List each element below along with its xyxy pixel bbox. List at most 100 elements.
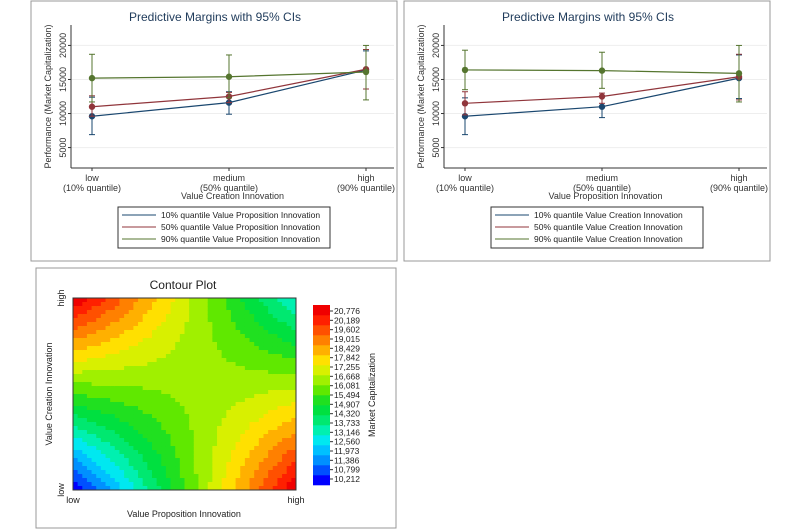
contour-cell xyxy=(254,370,260,375)
contour-cell xyxy=(151,430,158,435)
contour-cell xyxy=(91,354,97,359)
contour-cell xyxy=(184,414,190,419)
contour-cell xyxy=(226,442,232,447)
contour-cell xyxy=(73,334,79,339)
contour-cell xyxy=(193,442,199,447)
contour-cell xyxy=(226,314,232,319)
contour-cell xyxy=(142,386,148,391)
contour-cell xyxy=(286,418,292,423)
contour-cell xyxy=(110,382,116,387)
contour-cell xyxy=(212,450,218,455)
contour-cell xyxy=(73,470,79,475)
contour-cell xyxy=(133,418,139,423)
contour-cell xyxy=(147,366,153,371)
contour-cell xyxy=(282,354,288,359)
contour-cell xyxy=(138,430,144,435)
contour-cell xyxy=(147,438,153,443)
contour-cell xyxy=(133,422,139,427)
contour-cell xyxy=(291,318,297,323)
contour-cell xyxy=(258,418,264,423)
contour-cell xyxy=(272,422,278,427)
contour-cell xyxy=(91,454,97,459)
contour-cell xyxy=(282,318,288,323)
contour-cell xyxy=(114,470,120,475)
contour-cell xyxy=(119,302,125,307)
contour-cell xyxy=(86,350,93,355)
contour-cell xyxy=(221,386,227,391)
contour-cell xyxy=(254,334,260,339)
x-tick-label: medium xyxy=(213,173,245,183)
contour-cell xyxy=(161,354,167,359)
contour-cell xyxy=(105,338,111,343)
contour-cell xyxy=(147,402,153,407)
contour-cell xyxy=(189,402,195,407)
contour-cell xyxy=(258,306,264,311)
contour-cell xyxy=(249,478,255,483)
contour-cell xyxy=(110,446,116,451)
contour-cell xyxy=(263,382,269,387)
contour-cell xyxy=(91,306,97,311)
contour-cell xyxy=(230,338,237,343)
contour-cell xyxy=(151,438,158,443)
contour-cell xyxy=(147,310,153,315)
contour-cell xyxy=(100,370,107,375)
contour-cell xyxy=(161,434,167,439)
colorbar-segment xyxy=(313,305,330,316)
contour-cell xyxy=(86,306,93,311)
contour-cell xyxy=(96,406,102,411)
contour-cell xyxy=(77,298,83,303)
contour-cell xyxy=(244,482,251,487)
contour-cell xyxy=(133,430,139,435)
contour-cell xyxy=(147,338,153,343)
contour-cell xyxy=(96,322,102,327)
contour-cell xyxy=(156,402,162,407)
contour-cell xyxy=(142,450,148,455)
contour-cell xyxy=(86,446,93,451)
contour-cell xyxy=(212,370,218,375)
contour-cell xyxy=(170,466,176,471)
contour-cell xyxy=(254,322,260,327)
contour-cell xyxy=(156,438,162,443)
contour-cell xyxy=(291,414,297,419)
contour-cell xyxy=(86,318,93,323)
contour-cell xyxy=(189,362,195,367)
contour-cell xyxy=(258,442,264,447)
contour-cell xyxy=(124,330,130,335)
contour-cell xyxy=(193,458,199,463)
contour-cell xyxy=(286,354,292,359)
contour-cell xyxy=(156,366,162,371)
contour-cell xyxy=(110,418,116,423)
contour-cell xyxy=(268,446,274,451)
contour-cell xyxy=(133,338,139,343)
contour-cell xyxy=(105,486,111,491)
contour-cell xyxy=(138,426,144,431)
contour-cell xyxy=(184,410,190,415)
contour-cell xyxy=(263,466,269,471)
contour-cell xyxy=(86,366,93,371)
contour-cell xyxy=(124,486,130,491)
contour-cell xyxy=(142,402,148,407)
contour-cell xyxy=(277,410,283,415)
contour-cell xyxy=(77,442,83,447)
contour-cell xyxy=(240,458,246,463)
contour-cell xyxy=(221,458,227,463)
contour-cell xyxy=(189,322,195,327)
contour-cell xyxy=(207,382,213,387)
contour-cell xyxy=(175,446,181,451)
contour-cell xyxy=(156,406,162,411)
contour-cell xyxy=(203,486,209,491)
contour-cell xyxy=(277,394,283,399)
contour-cell xyxy=(77,390,83,395)
contour-cell xyxy=(77,454,83,459)
contour-cell xyxy=(263,422,269,427)
contour-cell xyxy=(230,358,237,363)
contour-cell xyxy=(286,358,292,363)
contour-cell xyxy=(151,342,158,347)
contour-cell xyxy=(170,322,176,327)
contour-cell xyxy=(161,322,167,327)
contour-cell xyxy=(96,314,102,319)
contour-cell xyxy=(128,382,134,387)
contour-cell xyxy=(73,346,79,351)
contour-cell xyxy=(184,450,190,455)
contour-cell xyxy=(114,394,120,399)
